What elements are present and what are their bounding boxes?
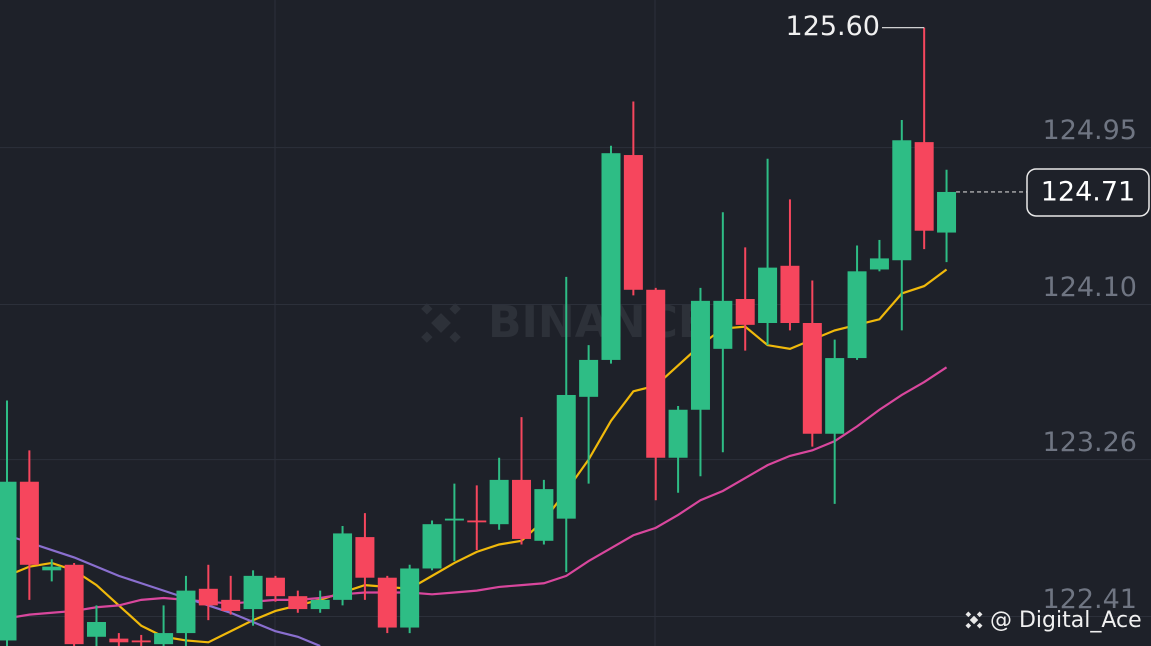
candle-body: [0, 481, 17, 641]
candle-body: [668, 409, 688, 458]
max-marker-label: 125.60: [786, 11, 880, 42]
candle-body: [310, 599, 330, 610]
candle-body: [869, 258, 889, 270]
candle-body: [444, 518, 464, 521]
watermark: BINANCE: [421, 297, 708, 348]
candle-body: [154, 633, 174, 645]
candle-body: [780, 265, 800, 323]
candle-body: [198, 588, 218, 606]
candle-body: [758, 267, 778, 323]
candle-body: [646, 289, 666, 458]
candle-body: [288, 596, 308, 610]
last-price-label: 124.71: [1041, 176, 1135, 207]
candle-body: [265, 577, 285, 597]
candle-body: [512, 479, 532, 539]
candle-body: [243, 575, 263, 610]
candle-body: [400, 568, 420, 628]
candle-body: [579, 359, 599, 397]
candle-body: [690, 300, 710, 410]
moving-average-line: [6, 534, 321, 646]
watermark-logo: [421, 303, 461, 343]
candle-body: [42, 566, 62, 571]
candle-body: [377, 577, 397, 628]
candle-body: [937, 191, 957, 233]
candle-body: [109, 638, 129, 643]
watermark-text: BINANCE: [488, 297, 708, 348]
candle-body: [489, 479, 509, 525]
candle-body: [601, 153, 621, 360]
last-price-box: [1026, 168, 1150, 217]
candle-body: [131, 640, 151, 643]
credit: @ Digital_Ace: [990, 608, 1142, 633]
candle-body: [914, 142, 934, 231]
candle-body: [467, 520, 487, 523]
candle-body: [735, 299, 755, 325]
candle-body: [847, 271, 867, 359]
candle-body: [86, 622, 106, 637]
y-tick-label: 124.95: [1043, 115, 1137, 146]
y-tick-label: 123.26: [1043, 427, 1137, 458]
candle-body: [713, 300, 733, 349]
candle-body: [825, 358, 845, 434]
candle-body: [892, 140, 912, 261]
candle-body: [19, 481, 39, 565]
y-tick-label: 124.10: [1043, 272, 1137, 303]
candle-body: [802, 323, 822, 434]
candle-body: [422, 524, 442, 569]
candle-body: [556, 394, 576, 519]
moving-average-line: [6, 366, 948, 620]
candle-body: [221, 599, 241, 611]
candle-body: [176, 590, 196, 634]
candle-body: [623, 155, 643, 290]
candle-body: [534, 489, 554, 541]
candle-body: [355, 537, 375, 578]
candle-body: [64, 564, 84, 645]
y-tick-label: 122.41: [1043, 584, 1137, 615]
candle-body: [333, 533, 353, 600]
